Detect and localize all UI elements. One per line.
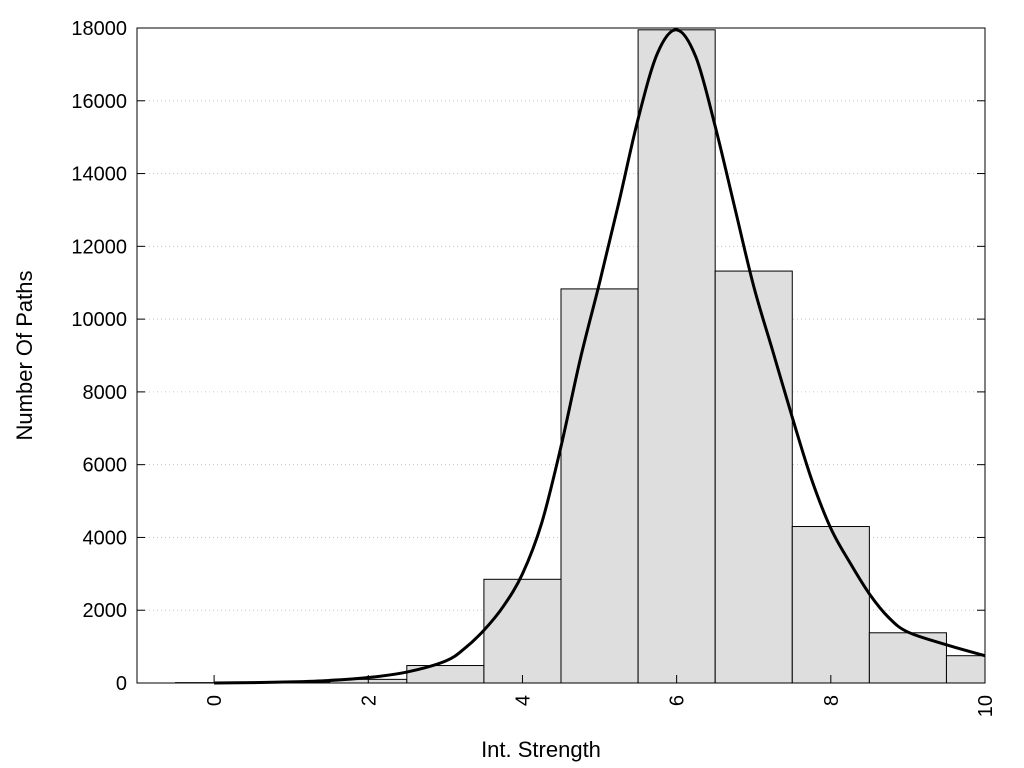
x-tick-label-4: 8 — [821, 695, 843, 706]
y-tick-label-6: 12000 — [71, 236, 127, 258]
y-tick-label-8: 16000 — [71, 91, 127, 113]
bars — [175, 29, 986, 684]
bar-5 — [560, 288, 639, 684]
y-tick-label-3: 6000 — [83, 455, 128, 477]
x-tick-label-3: 6 — [667, 695, 689, 706]
bar-7 — [714, 270, 793, 684]
y-tick-label-7: 14000 — [71, 164, 127, 186]
y-tick-label-9: 18000 — [71, 18, 127, 40]
bar-4 — [483, 578, 562, 684]
x-axis-title: Int. Strength — [481, 737, 601, 762]
y-axis-title: Number Of Paths — [12, 271, 37, 441]
y-tick-label-2: 4000 — [83, 527, 128, 549]
x-tick-label-0: 0 — [204, 695, 226, 706]
bar-8 — [791, 526, 870, 684]
y-tick-label-5: 10000 — [71, 309, 127, 331]
y-tick-label-1: 2000 — [83, 600, 128, 622]
x-tick-label-1: 2 — [358, 695, 380, 706]
fit-curve-layer — [214, 28, 986, 685]
plot-frame — [136, 27, 986, 684]
y-tick-label-0: 0 — [116, 673, 127, 695]
y-axis-ticks: 0 2000 4000 6000 8000 10000 12000 14000 16000 180… — [71, 18, 985, 695]
bar-10 — [945, 655, 986, 684]
x-tick-label-2: 4 — [512, 695, 534, 706]
x-axis-ticks: 0 2 4 6 8 10 — [204, 675, 997, 717]
bar-6 — [637, 29, 716, 684]
y-tick-label-4: 8000 — [83, 382, 128, 404]
x-tick-label-5: 10 — [975, 695, 997, 717]
fit-curve — [214, 28, 986, 685]
